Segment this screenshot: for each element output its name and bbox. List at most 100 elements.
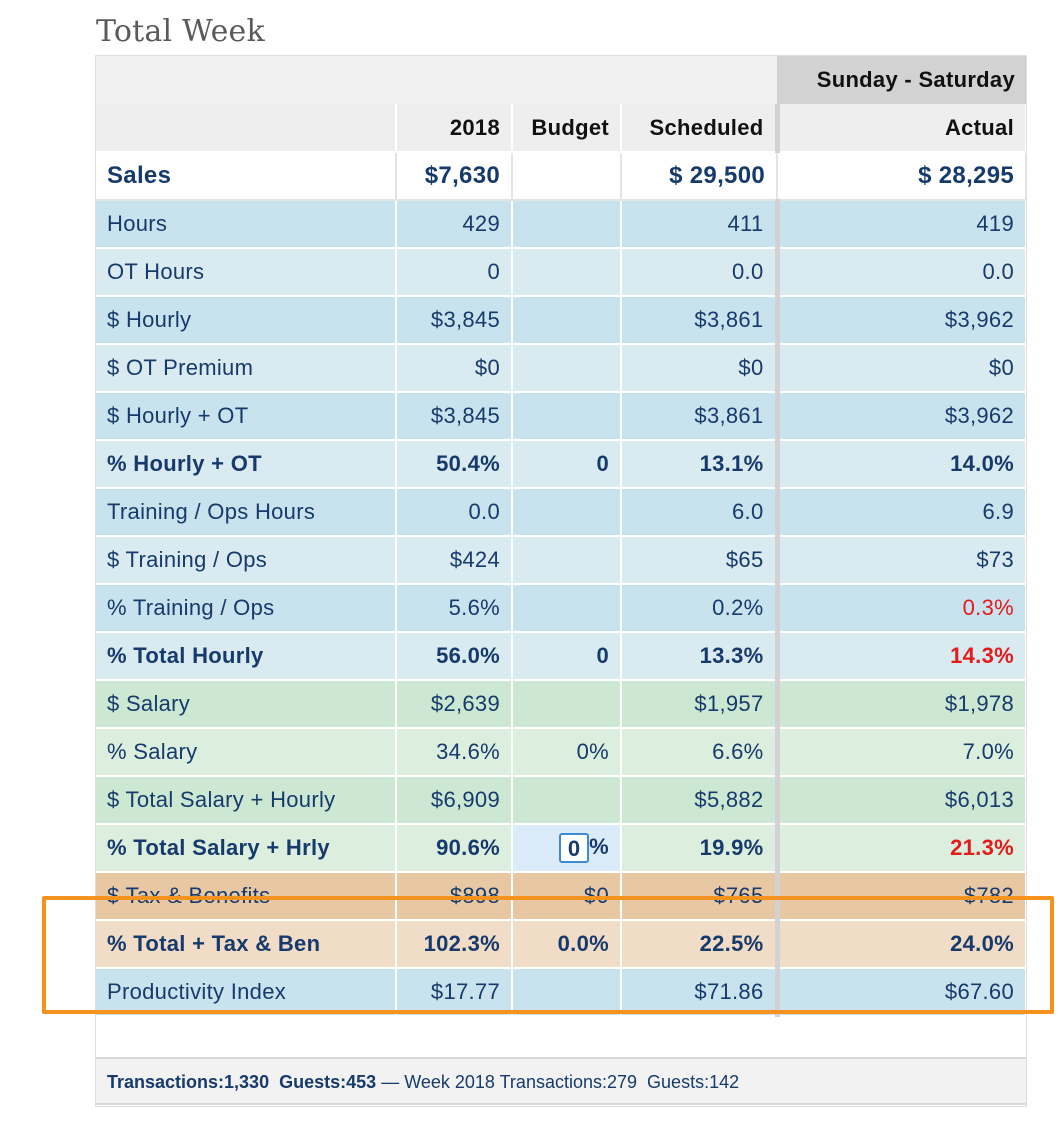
cell-scheduled: 6.6% [621,728,780,777]
row-label: $ Salary [96,680,397,729]
row-label: Hours [96,200,397,249]
row-label: Sales [96,152,397,201]
table-row: $ Salary $2,639 $1,957 $1,978 [96,680,1027,729]
cell-2018: 90.6% [396,824,513,873]
table-row: % Salary 34.6% 0% 6.6% 7.0% [96,728,1027,777]
table-row: % Total + Tax & Ben 102.3% 0.0% 22.5% 24… [96,920,1027,969]
cell-actual: 14.0% [777,440,1027,489]
header-blank [96,104,397,153]
table-row: Hours 429 411 419 [96,200,1027,249]
cell-budget: $0 [512,872,622,921]
cell-actual: $3,962 [777,392,1027,441]
cell-budget [512,536,622,585]
row-label: % Hourly + OT [96,440,397,489]
cell-budget [512,584,622,633]
row-label: Training / Ops Hours [96,488,397,537]
cell-budget [512,152,622,201]
cell-scheduled: $3,861 [621,392,780,441]
table-row: % Total Hourly 56.0% 0 13.3% 14.3% [96,632,1027,681]
cell-2018: 56.0% [396,632,513,681]
cell-actual: $1,978 [777,680,1027,729]
column-header-row: 2018 Budget Scheduled Actual [96,104,1027,153]
cell-2018: $3,845 [396,392,513,441]
row-label: % Salary [96,728,397,777]
cell-actual: 0.0 [777,248,1027,297]
cell-budget [512,200,622,249]
budget-input[interactable]: 0 [559,833,590,863]
cell-scheduled: $5,882 [621,776,780,825]
row-label: % Total Hourly [96,632,397,681]
header-budget: Budget [512,104,622,153]
cell-budget [512,344,622,393]
cell-scheduled: $65 [621,536,780,585]
cell-budget: 0% [512,728,622,777]
transactions-total: Transactions:1,330 [107,1072,270,1092]
cell-scheduled: 22.5% [621,920,780,969]
cell-scheduled: $ 29,500 [621,152,778,201]
week-guests: Guests:142 [647,1072,740,1092]
cell-actual-over: 14.3% [777,632,1027,681]
cell-scheduled: 6.0 [621,488,780,537]
cell-budget [512,776,622,825]
table-row: $ Total Salary + Hourly $6,909 $5,882 $6… [96,776,1027,825]
cell-actual: 419 [777,200,1027,249]
cell-2018: $3,845 [396,296,513,345]
budget-input-cell: 0% [512,824,622,873]
top-spacer [96,56,777,104]
date-range-header: Sunday - Saturday [777,56,1026,104]
cell-2018: $424 [396,536,513,585]
cell-budget: 0 [512,632,622,681]
table-row: $ OT Premium $0 $0 $0 [96,344,1027,393]
header-actual: Actual [777,104,1027,153]
cell-actual: 24.0% [777,920,1027,969]
cell-scheduled: $3,861 [621,296,780,345]
row-label: $ Hourly [96,296,397,345]
table-row: $ Training / Ops $424 $65 $73 [96,536,1027,585]
cell-scheduled: 0.0 [621,248,780,297]
header-scheduled: Scheduled [621,104,780,153]
table-row: $ Tax & Benefits $898 $0 $765 $782 [96,872,1027,921]
cell-scheduled: 411 [621,200,780,249]
cell-actual: $6,013 [777,776,1027,825]
cell-scheduled: $1,957 [621,680,780,729]
total-week-table: Sunday - Saturday 2018 Budget Scheduled … [96,56,1027,1017]
table-row: % Hourly + OT 50.4% 0 13.1% 14.0% [96,440,1027,489]
cell-budget [512,488,622,537]
budget-suffix: % [589,833,609,859]
footer-dash: — [381,1072,400,1092]
row-label: OT Hours [96,248,397,297]
cell-2018: 0 [396,248,513,297]
cell-actual-over: 21.3% [777,824,1027,873]
row-label: % Training / Ops [96,584,397,633]
header-2018: 2018 [396,104,513,153]
row-label: $ OT Premium [96,344,397,393]
cell-2018: $2,639 [396,680,513,729]
cell-actual: $3,962 [777,296,1027,345]
cell-actual-over: 0.3% [777,584,1027,633]
cell-2018: $0 [396,344,513,393]
cell-2018: 102.3% [396,920,513,969]
cell-scheduled: $765 [621,872,780,921]
cell-scheduled: 13.3% [621,632,780,681]
row-label: Productivity Index [96,968,397,1017]
row-label: % Total Salary + Hrly [96,824,397,873]
cell-2018: 34.6% [396,728,513,777]
transactions-footer: Transactions:1,330 Guests:453 — Week 201… [96,1057,1026,1105]
row-label: $ Hourly + OT [96,392,397,441]
cell-2018: $6,909 [396,776,513,825]
cell-actual: $782 [777,872,1027,921]
cell-actual: $67.60 [777,968,1027,1017]
table-row: $ Hourly + OT $3,845 $3,861 $3,962 [96,392,1027,441]
cell-actual: $ 28,295 [777,152,1027,201]
table-row: Training / Ops Hours 0.0 6.0 6.9 [96,488,1027,537]
cell-budget [512,968,622,1017]
cell-2018: $7,630 [396,152,513,201]
cell-2018: 429 [396,200,513,249]
page-title: Total Week [96,14,265,49]
cell-scheduled: $0 [621,344,780,393]
cell-budget: 0 [512,440,622,489]
cell-scheduled: 0.2% [621,584,780,633]
cell-actual: $0 [777,344,1027,393]
table-row: Productivity Index $17.77 $71.86 $67.60 [96,968,1027,1017]
table-row: $ Hourly $3,845 $3,861 $3,962 [96,296,1027,345]
